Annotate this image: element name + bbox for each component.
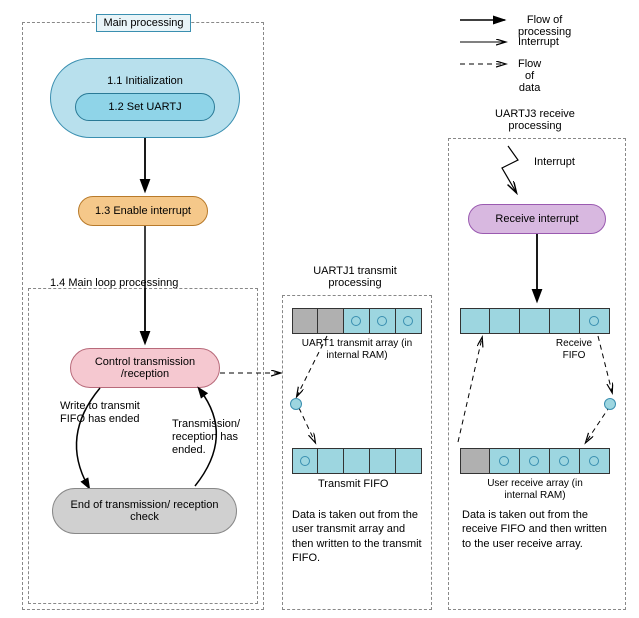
legend-interrupt: Interrupt (518, 36, 559, 48)
end-check-label: End of transmission/ reception check (53, 499, 236, 523)
enable-label: 1.3 Enable interrupt (95, 205, 191, 217)
end-check-box: End of transmission/ reception check (52, 488, 237, 534)
receive-interrupt-label: Receive interrupt (495, 213, 578, 225)
uartj1-tx-array (292, 308, 422, 334)
uartj3-desc: Data is taken out from the receive FIFO … (462, 508, 612, 551)
uartj3-interrupt-label: Interrupt (534, 156, 575, 168)
legend-flow-data: Flow of data (518, 58, 541, 94)
uartj1-title: UARTJ1 transmit processing (300, 265, 410, 289)
uartj1-dot (290, 398, 302, 410)
control-box: Control transmission /reception (70, 348, 220, 388)
enable-interrupt-box: 1.3 Enable interrupt (78, 196, 208, 226)
receive-interrupt-box: Receive interrupt (468, 204, 606, 234)
legend-flow-processing: Flow of processing (518, 14, 571, 38)
uartj1-tx-fifo (292, 448, 422, 474)
main-title: Main processing (103, 17, 183, 29)
control-label: Control transmission /reception (71, 356, 219, 380)
init-box: 1.1 Initialization 1.2 Set UARTJ (50, 58, 240, 138)
uartj1-fifo-label: Transmit FIFO (318, 478, 388, 490)
main-title-box: Main processing (96, 14, 191, 32)
uartj3-dot (604, 398, 616, 410)
init-label: 1.1 Initialization (107, 75, 183, 87)
uartj3-rx-fifo (460, 308, 610, 334)
uartj3-array-label: User receive array (in internal RAM) (470, 478, 600, 502)
uartj3-rx-array (460, 448, 610, 474)
set-uart-label: 1.2 Set UARTJ (108, 101, 181, 113)
uartj1-desc: Data is taken out from the user transmit… (292, 508, 422, 565)
uartj3-title: UARTJ3 receive processing (480, 108, 590, 132)
set-uart-box: 1.2 Set UARTJ (75, 93, 215, 121)
